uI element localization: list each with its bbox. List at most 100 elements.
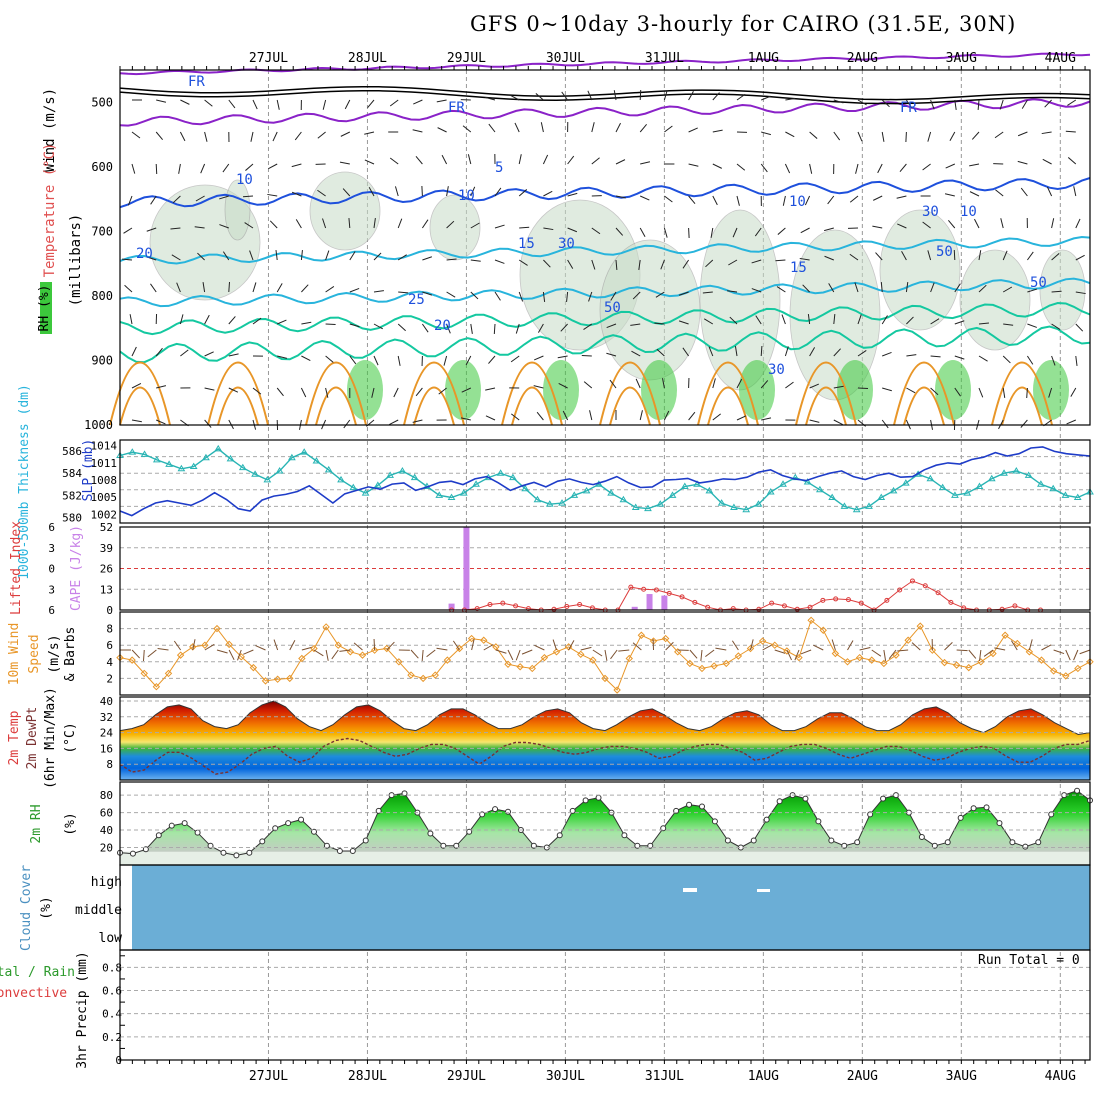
rh-tick-label: 20 xyxy=(100,842,113,855)
rh-shade-high xyxy=(739,360,775,420)
thickness-tick-label: 586 xyxy=(62,445,82,458)
wind-barb xyxy=(325,250,330,261)
wind-barb xyxy=(386,641,395,651)
wind-barb xyxy=(994,131,1004,139)
wind-barb xyxy=(1046,186,1053,197)
wind-speed-marker xyxy=(140,669,148,678)
wind-barb xyxy=(252,99,258,110)
top-date-label: 4AUG xyxy=(1045,51,1076,66)
temp-arc xyxy=(315,386,357,426)
wind-barb xyxy=(1020,187,1028,197)
wind-barb xyxy=(394,186,399,197)
temp-contour xyxy=(119,235,1091,265)
wind-speed-marker xyxy=(128,656,136,664)
wind-barb xyxy=(857,131,863,142)
wind-barb xyxy=(495,649,507,654)
wind-barb xyxy=(518,189,528,197)
wind-barb xyxy=(712,195,718,206)
rh-shade-high xyxy=(837,360,873,420)
wind-barb xyxy=(655,291,665,298)
thickness-marker xyxy=(361,489,370,496)
ylabel-precip-total: Total / Rain xyxy=(0,965,75,980)
wind-barb xyxy=(638,259,641,270)
temp-contour xyxy=(119,301,1091,336)
wind-barb xyxy=(228,281,230,293)
wind-barb xyxy=(180,99,190,105)
wind-barb xyxy=(219,195,229,200)
rh-marker xyxy=(763,816,770,823)
contour-label: FR xyxy=(900,100,917,116)
li-tick-label: 6 xyxy=(48,521,55,534)
wind-barb xyxy=(493,323,496,335)
wind-barb xyxy=(922,221,931,229)
wind-barb xyxy=(228,649,235,661)
wind-barb xyxy=(252,317,262,325)
wind-barb xyxy=(881,419,889,429)
temp-tick-label: 16 xyxy=(100,742,113,755)
thickness-marker xyxy=(214,444,223,452)
wind-barb xyxy=(688,195,696,204)
wind-barb xyxy=(295,219,302,229)
wind-speed-line xyxy=(119,619,1091,691)
pressure-tick-label: 900 xyxy=(91,353,113,367)
thickness-marker xyxy=(238,463,247,471)
wind-speed-marker xyxy=(746,644,755,653)
wind-barb xyxy=(179,314,184,325)
wind-speed-marker xyxy=(286,674,294,683)
wind-barb xyxy=(301,284,309,293)
wind-barb xyxy=(393,387,399,398)
rh-marker xyxy=(492,806,499,813)
thickness-marker xyxy=(766,488,775,495)
temp-arc xyxy=(903,386,945,426)
wind-barb xyxy=(1075,254,1085,261)
wind-speed-marker xyxy=(492,643,500,651)
wind-barb xyxy=(883,649,887,661)
temp-arc xyxy=(207,361,269,426)
wind-speed-marker xyxy=(213,624,221,633)
wind-barb xyxy=(325,649,329,661)
thickness-marker xyxy=(435,491,444,498)
wind-barb xyxy=(367,99,375,108)
wind-barb xyxy=(954,387,961,397)
wind-barb xyxy=(615,122,621,133)
wind-speed-marker xyxy=(201,641,209,649)
wind-barb xyxy=(301,646,313,651)
wind-barb xyxy=(785,97,796,101)
temp-arc xyxy=(697,361,759,426)
wind-speed-marker xyxy=(771,641,779,649)
wind-barb xyxy=(736,195,740,206)
wind-speed-marker xyxy=(989,649,997,658)
wind-barb xyxy=(1002,355,1011,364)
wind-barb xyxy=(978,284,987,293)
wind-barb xyxy=(557,355,568,359)
panel-frames xyxy=(119,69,1091,1061)
ylabel-cloud: Cloud Cover xyxy=(19,865,34,951)
cape-bar xyxy=(631,606,638,610)
wind-barb xyxy=(761,417,772,421)
thickness-marker xyxy=(754,500,763,507)
wind-speed-marker xyxy=(322,623,330,631)
wind-barb xyxy=(1002,286,1013,293)
wind-barb xyxy=(631,350,641,357)
wind-barb xyxy=(1051,253,1060,261)
wind-barb xyxy=(875,252,883,261)
wind-barb xyxy=(1051,290,1062,293)
wind-barb xyxy=(618,649,630,652)
wind-barb xyxy=(794,649,800,661)
wind-barb xyxy=(1002,250,1008,261)
temp-arc xyxy=(1001,386,1043,426)
temp-arc xyxy=(109,361,171,426)
wind-speed-marker xyxy=(880,659,888,668)
wind-barb xyxy=(807,314,811,325)
wind-barb xyxy=(969,163,980,167)
wind-barb xyxy=(192,639,196,651)
wind-speed-marker xyxy=(625,654,633,663)
thickness-marker xyxy=(1049,484,1058,492)
wind-barb xyxy=(1021,99,1028,109)
bottom-date-label: 31JUL xyxy=(645,1069,684,1084)
thickness-marker xyxy=(165,460,173,467)
pressure-tick-label: 500 xyxy=(91,95,113,109)
wind-barb xyxy=(339,161,350,165)
wind-barb xyxy=(222,163,230,173)
wind-barb xyxy=(755,315,762,325)
